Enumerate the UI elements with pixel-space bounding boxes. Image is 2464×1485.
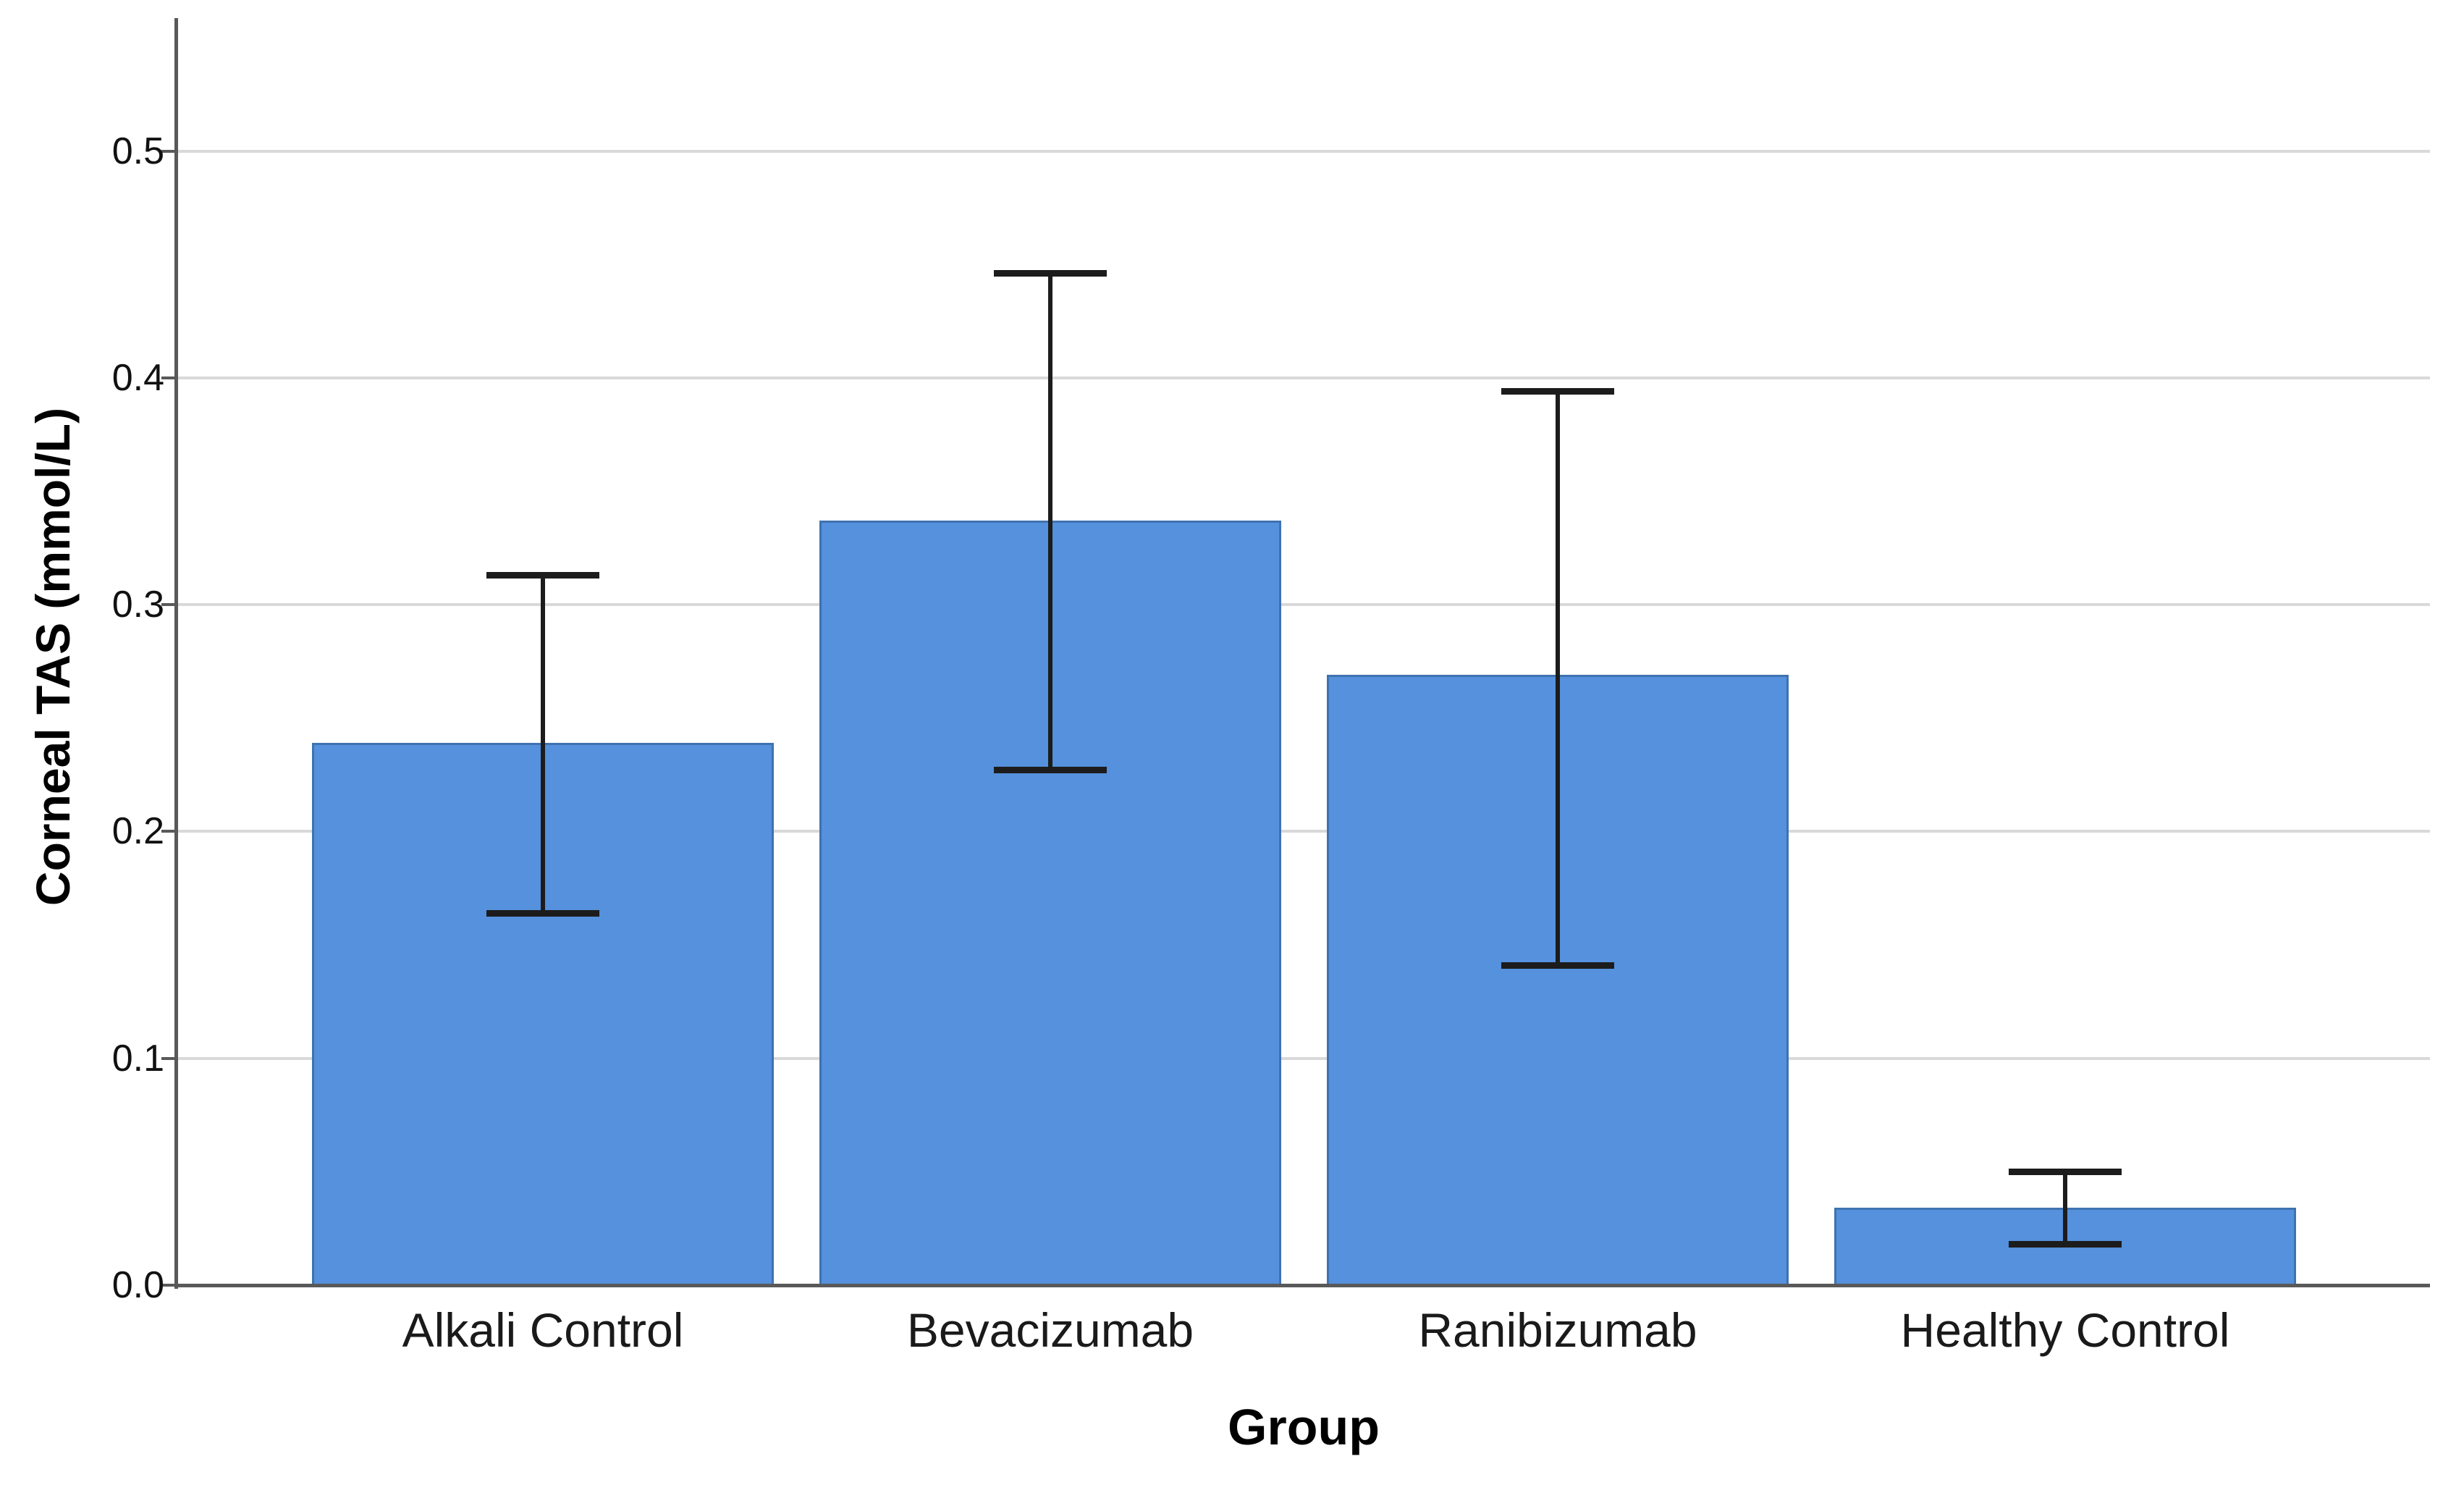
error-bar-cap-bottom — [486, 909, 599, 917]
x-axis-line — [174, 1284, 2430, 1287]
bar — [312, 743, 774, 1285]
error-bar-line — [1048, 273, 1052, 770]
error-bar-cap-top — [2009, 1168, 2122, 1175]
error-bar-cap-bottom — [1501, 962, 1614, 969]
x-tick-label: Healthy Control — [1900, 1303, 2230, 1357]
gridline — [177, 830, 2430, 833]
y-tick-label: 0.3 — [111, 584, 164, 626]
y-tick-label: 0.0 — [111, 1264, 164, 1306]
y-axis-line — [174, 18, 178, 1289]
y-tick-mark — [161, 149, 174, 153]
y-tick-mark — [161, 1284, 174, 1287]
y-tick-mark — [161, 603, 174, 607]
x-tick-label: Ranibizumab — [1418, 1303, 1697, 1357]
error-bar-line — [2063, 1171, 2067, 1245]
gridline — [177, 1056, 2430, 1060]
x-axis-title: Group — [1228, 1399, 1380, 1455]
error-bar-cap-top — [994, 270, 1107, 277]
error-bar-line — [1556, 391, 1560, 966]
y-tick-mark — [161, 1056, 174, 1060]
y-tick-label: 0.1 — [111, 1037, 164, 1080]
gridline — [177, 376, 2430, 379]
error-bar-cap-bottom — [994, 767, 1107, 774]
x-tick-label: Bevacizumab — [906, 1303, 1194, 1357]
y-axis-title: Corneal TAS (mmol/L) — [26, 407, 80, 906]
error-bar-cap-bottom — [2009, 1241, 2122, 1248]
error-bar-line — [541, 575, 545, 914]
y-tick-label: 0.4 — [111, 356, 164, 399]
x-tick-label: Alkali Control — [402, 1303, 684, 1357]
y-tick-label: 0.2 — [111, 810, 164, 853]
gridline — [177, 149, 2430, 153]
y-tick-mark — [161, 376, 174, 379]
error-bar-cap-top — [1501, 388, 1614, 395]
gridline — [177, 603, 2430, 607]
error-bar-cap-top — [486, 571, 599, 579]
y-tick-label: 0.5 — [111, 130, 164, 172]
y-tick-mark — [161, 830, 174, 833]
